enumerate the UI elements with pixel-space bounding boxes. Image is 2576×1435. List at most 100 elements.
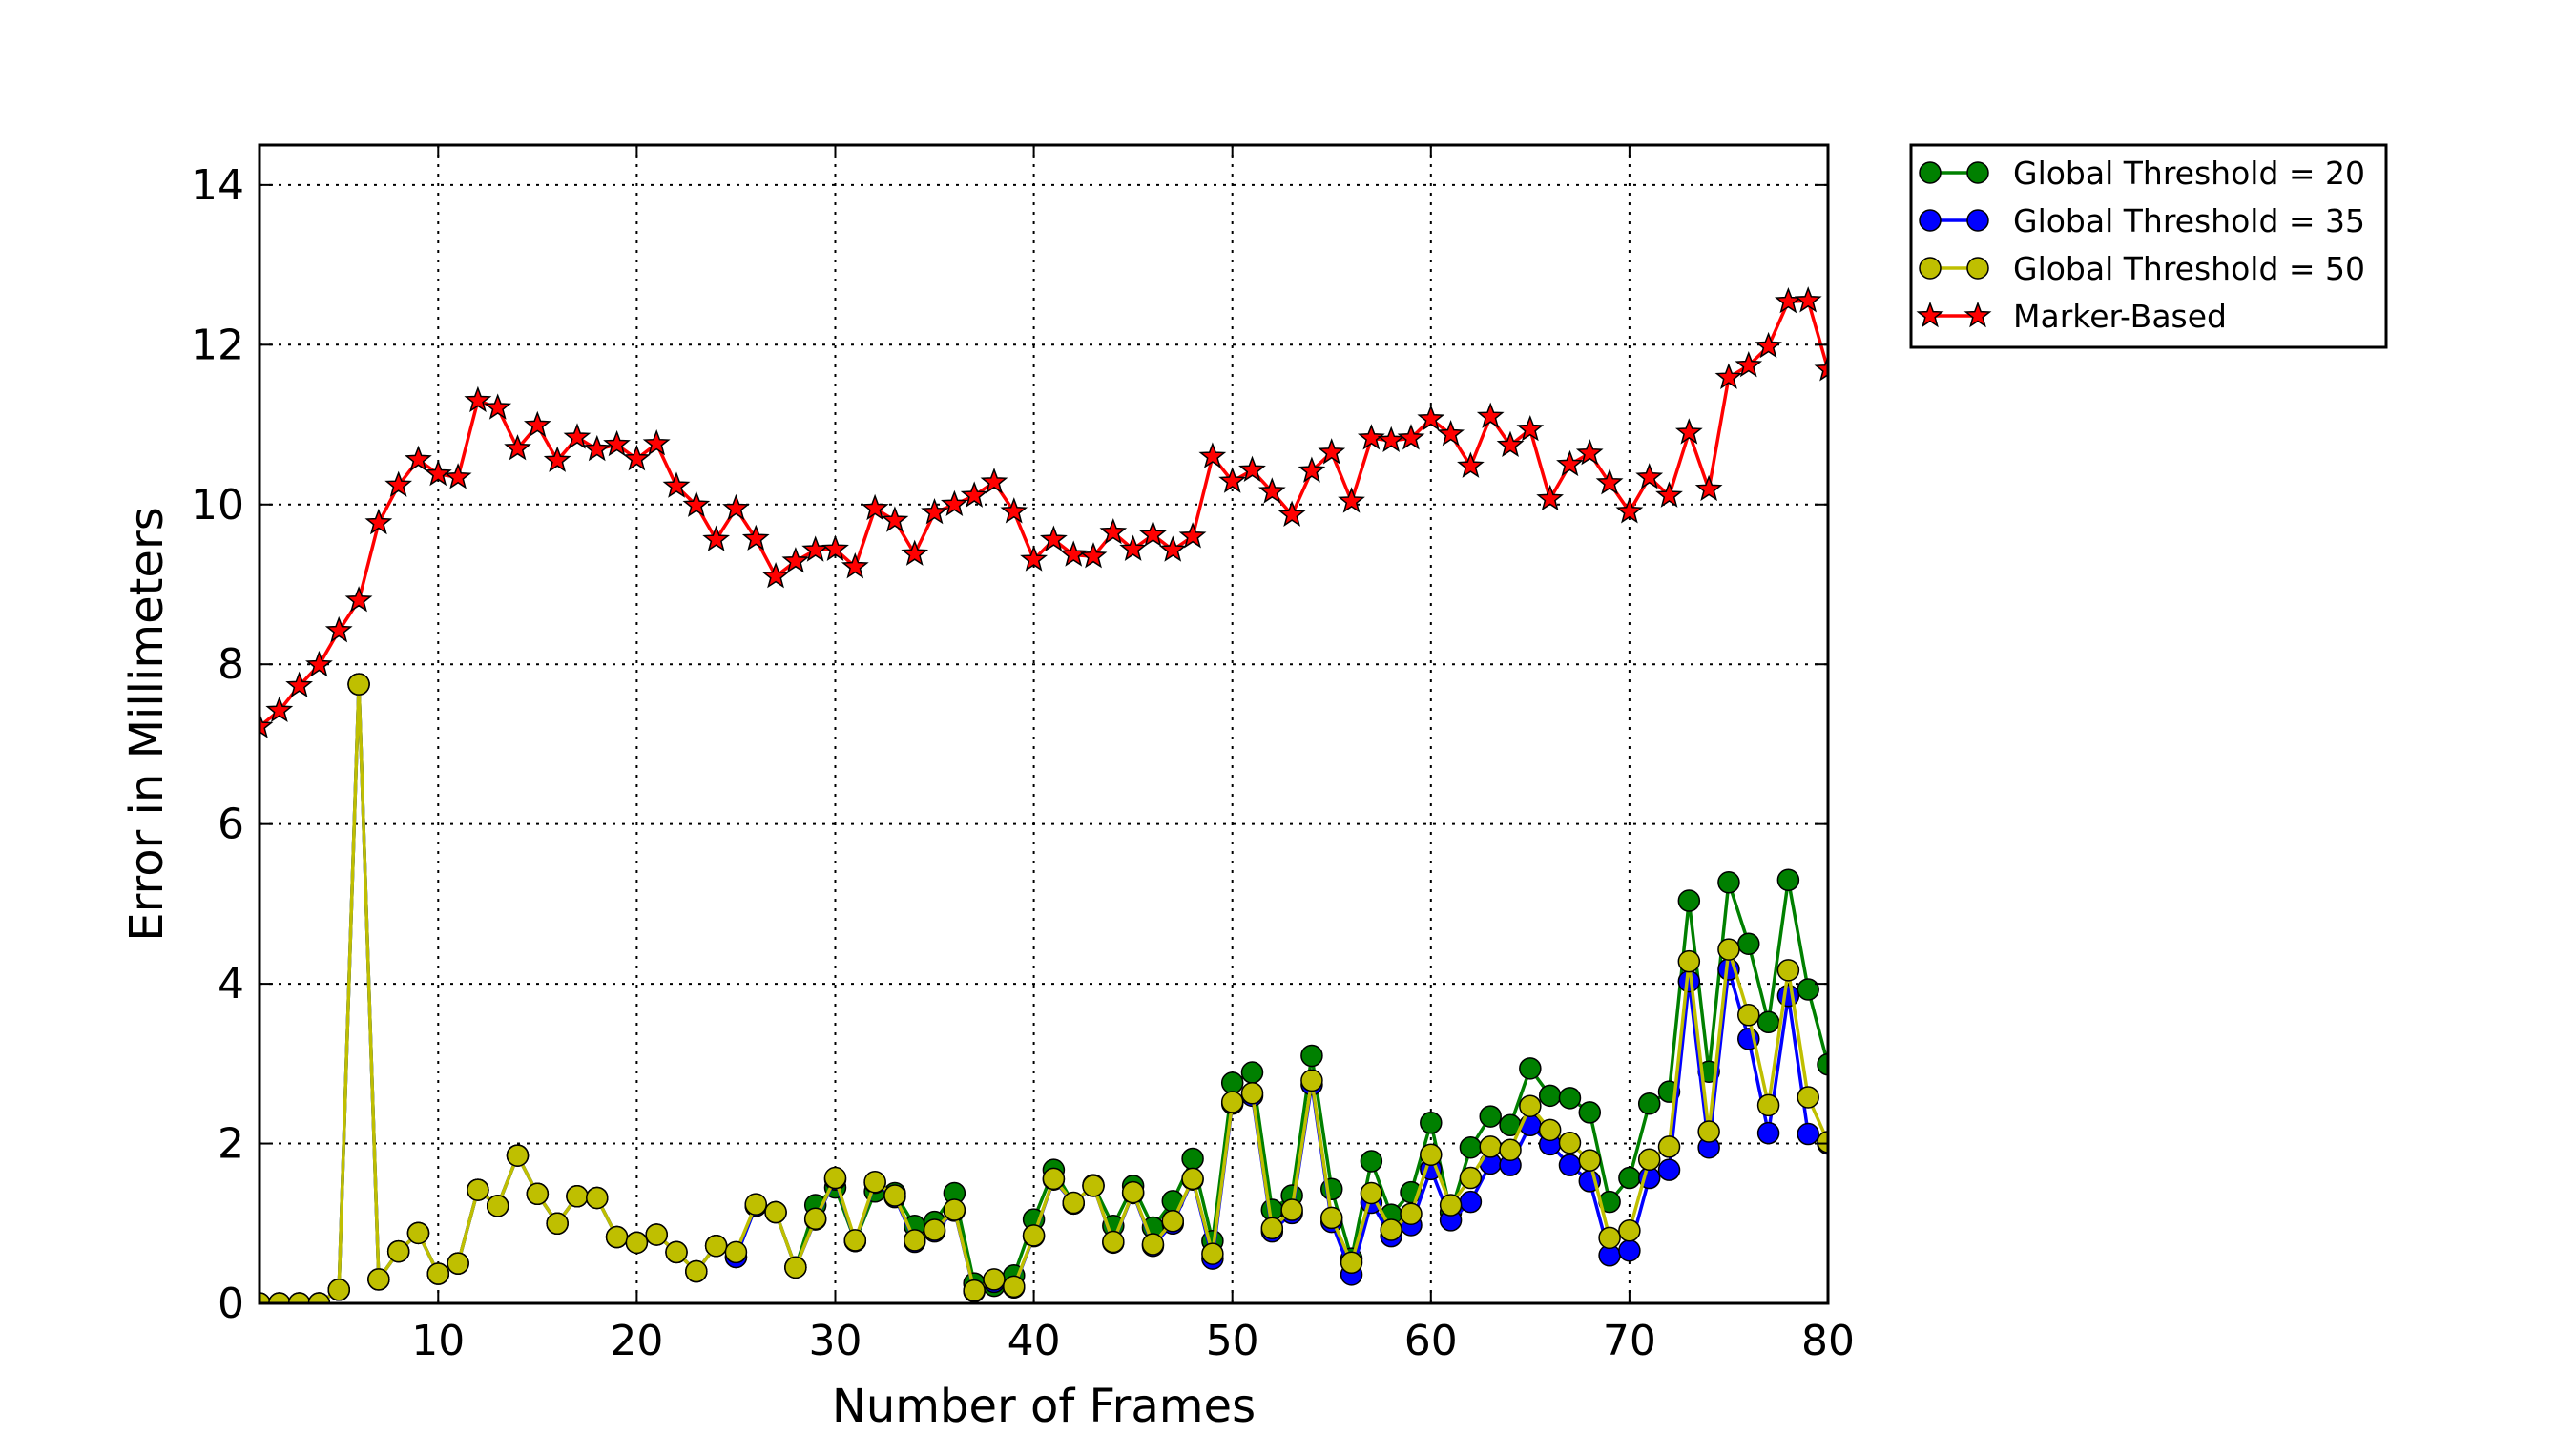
data-point xyxy=(1377,426,1405,453)
data-point xyxy=(285,671,314,698)
data-point xyxy=(1039,525,1068,551)
data-point xyxy=(1697,1120,1720,1143)
x-tick-label: 40 xyxy=(1008,1317,1061,1365)
data-point xyxy=(1694,474,1723,502)
x-tick-label: 60 xyxy=(1404,1317,1458,1365)
legend-marker xyxy=(1966,161,1989,184)
data-point xyxy=(1318,438,1346,465)
data-point xyxy=(1198,442,1227,468)
data-point xyxy=(1260,1217,1284,1240)
data-point xyxy=(1737,932,1760,955)
data-point xyxy=(1674,418,1703,445)
data-point xyxy=(685,1259,708,1283)
y-tick-label: 6 xyxy=(218,801,244,849)
data-point xyxy=(1020,545,1049,572)
data-point xyxy=(1756,1093,1780,1117)
data-point xyxy=(682,490,711,517)
data-point xyxy=(983,1268,1006,1291)
data-point xyxy=(1717,871,1740,894)
data-point xyxy=(1558,1087,1582,1110)
data-point xyxy=(943,1198,966,1221)
data-point xyxy=(347,673,370,696)
data-point xyxy=(406,1221,430,1245)
data-point xyxy=(1776,984,1800,1008)
y-tick-label: 14 xyxy=(191,161,244,210)
data-point xyxy=(1220,1071,1244,1094)
data-point xyxy=(1161,1210,1185,1233)
data-point xyxy=(307,1292,331,1303)
data-point xyxy=(1637,1148,1661,1172)
y-tick-label: 2 xyxy=(218,1120,244,1169)
data-point xyxy=(1358,424,1385,450)
data-point xyxy=(1756,1121,1780,1145)
data-point xyxy=(1775,286,1802,314)
data-point xyxy=(724,1240,748,1264)
x-axis-label: Number of Frames xyxy=(832,1380,1256,1431)
data-point xyxy=(1578,1149,1602,1172)
data-point xyxy=(1578,1101,1602,1124)
y-tick-label: 4 xyxy=(218,960,244,1009)
data-point xyxy=(1615,497,1644,524)
data-point xyxy=(1158,535,1187,562)
data-point xyxy=(287,1292,311,1303)
data-point xyxy=(1400,1202,1423,1225)
data-point xyxy=(1201,1242,1224,1265)
y-axis-label: Error in Millimeters xyxy=(120,507,174,941)
data-point xyxy=(1598,1226,1621,1250)
data-point xyxy=(821,534,849,561)
data-point xyxy=(603,429,631,457)
data-point xyxy=(1756,1010,1780,1034)
data-point xyxy=(1657,1158,1681,1181)
y-tick-label: 0 xyxy=(218,1279,244,1328)
data-point xyxy=(1000,497,1028,524)
data-point xyxy=(980,468,1008,494)
data-point xyxy=(1637,1092,1661,1115)
data-point xyxy=(622,444,651,471)
data-point xyxy=(1459,1135,1483,1159)
data-point xyxy=(386,1239,410,1263)
data-point xyxy=(1240,1082,1264,1105)
legend-label: Marker-Based xyxy=(2013,298,2227,335)
data-point xyxy=(1618,1219,1641,1242)
data-point xyxy=(260,712,274,738)
data-point xyxy=(1677,889,1701,912)
data-point xyxy=(1102,1230,1125,1254)
data-point xyxy=(1776,868,1800,892)
data-point xyxy=(881,506,909,532)
data-point xyxy=(1003,1275,1026,1299)
y-tick-label: 10 xyxy=(191,481,244,530)
data-point xyxy=(863,1170,886,1194)
data-point xyxy=(843,1229,867,1252)
data-point xyxy=(625,1231,649,1255)
data-point xyxy=(260,1292,271,1303)
data-point xyxy=(524,410,551,438)
data-point xyxy=(1420,1143,1443,1167)
data-point xyxy=(1340,1251,1363,1275)
data-point xyxy=(702,525,730,551)
data-point xyxy=(1139,520,1167,547)
x-tick-label: 70 xyxy=(1603,1317,1656,1365)
data-point xyxy=(1714,363,1743,389)
data-point xyxy=(1516,414,1545,442)
data-point xyxy=(1814,355,1828,382)
data-point xyxy=(305,650,333,677)
data-point xyxy=(941,489,968,517)
data-point xyxy=(586,1186,609,1210)
data-point xyxy=(861,493,889,521)
data-point xyxy=(1519,1057,1542,1080)
data-point xyxy=(1420,1112,1443,1134)
legend-label: Global Threshold = 20 xyxy=(2013,155,2365,192)
data-point xyxy=(841,551,869,579)
data-point xyxy=(1218,467,1247,493)
legend-label: Global Threshold = 35 xyxy=(2013,202,2365,239)
data-point xyxy=(1439,1194,1463,1217)
data-point xyxy=(665,1240,688,1264)
data-point xyxy=(1499,1138,1522,1161)
data-point xyxy=(1558,1131,1582,1154)
data-point xyxy=(1181,1147,1204,1171)
data-point xyxy=(741,524,770,551)
data-point xyxy=(268,1292,291,1303)
data-point xyxy=(963,1279,986,1302)
data-point xyxy=(1059,540,1088,567)
x-tick-label: 30 xyxy=(808,1317,862,1365)
